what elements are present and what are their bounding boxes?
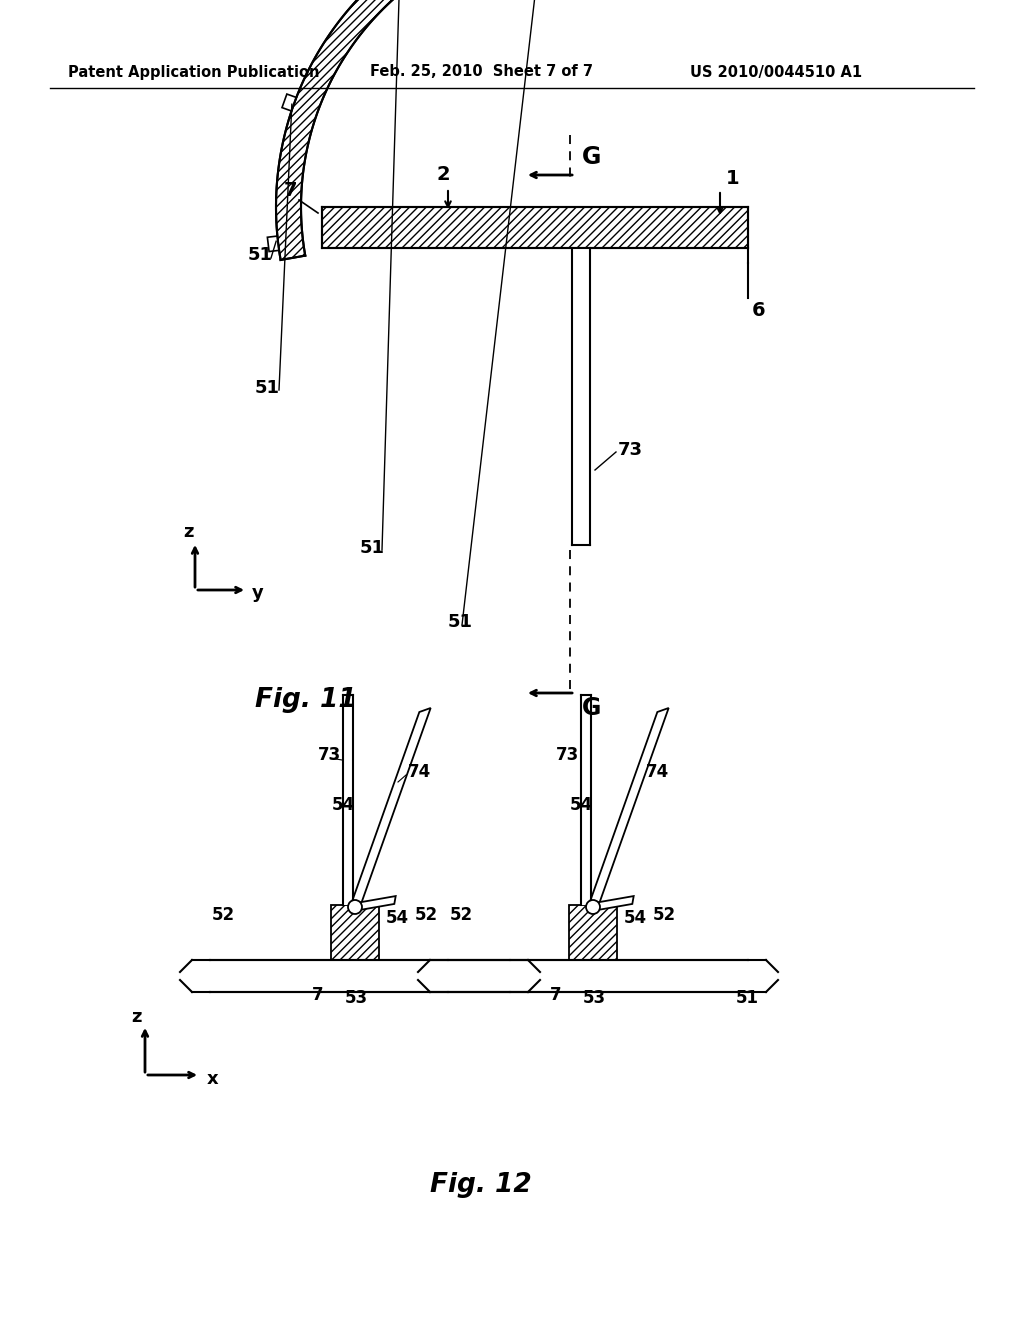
Polygon shape	[267, 236, 279, 252]
Text: 51: 51	[360, 539, 385, 557]
Text: 51: 51	[248, 246, 273, 264]
Text: 7: 7	[312, 986, 324, 1005]
Text: 2: 2	[437, 165, 451, 185]
Polygon shape	[581, 696, 591, 906]
Polygon shape	[569, 906, 617, 960]
Polygon shape	[331, 906, 379, 960]
Text: 74: 74	[646, 763, 670, 781]
Text: 51: 51	[449, 612, 473, 631]
Text: 53: 53	[345, 989, 368, 1007]
Text: 74: 74	[408, 763, 431, 781]
Polygon shape	[449, 960, 748, 993]
Polygon shape	[572, 248, 590, 545]
Text: 73: 73	[318, 746, 341, 764]
Text: Patent Application Publication: Patent Application Publication	[68, 65, 319, 79]
Text: 51: 51	[255, 379, 280, 397]
Circle shape	[586, 900, 600, 913]
Text: Feb. 25, 2010  Sheet 7 of 7: Feb. 25, 2010 Sheet 7 of 7	[370, 65, 593, 79]
Text: 1: 1	[726, 169, 739, 187]
Text: 52: 52	[450, 906, 473, 924]
Polygon shape	[588, 708, 669, 909]
Text: 54: 54	[386, 909, 410, 927]
Polygon shape	[592, 896, 634, 911]
Text: 51: 51	[736, 989, 759, 1007]
Text: 6: 6	[752, 301, 766, 319]
Text: y: y	[252, 583, 264, 602]
Polygon shape	[276, 0, 607, 260]
Polygon shape	[343, 696, 353, 906]
Text: 54: 54	[570, 796, 593, 814]
Text: 7: 7	[550, 986, 561, 1005]
Text: Fig. 12: Fig. 12	[430, 1172, 531, 1199]
Polygon shape	[354, 896, 395, 911]
Text: 52: 52	[415, 906, 438, 924]
Text: 53: 53	[583, 989, 606, 1007]
Text: G: G	[582, 696, 601, 719]
Text: 73: 73	[556, 746, 580, 764]
Text: z: z	[131, 1008, 141, 1026]
Text: 54: 54	[332, 796, 355, 814]
Polygon shape	[349, 708, 431, 909]
Text: 7: 7	[284, 181, 298, 199]
Text: 73: 73	[618, 441, 643, 459]
Text: x: x	[207, 1071, 219, 1088]
Polygon shape	[282, 94, 296, 111]
Text: 52: 52	[653, 906, 676, 924]
Text: G: G	[582, 145, 601, 169]
Text: Fig. 11: Fig. 11	[255, 686, 356, 713]
Text: z: z	[183, 523, 194, 541]
Text: 54: 54	[624, 909, 647, 927]
Polygon shape	[322, 207, 748, 248]
Text: 52: 52	[212, 906, 236, 924]
Circle shape	[348, 900, 362, 913]
Text: US 2010/0044510 A1: US 2010/0044510 A1	[690, 65, 862, 79]
Polygon shape	[210, 960, 510, 993]
